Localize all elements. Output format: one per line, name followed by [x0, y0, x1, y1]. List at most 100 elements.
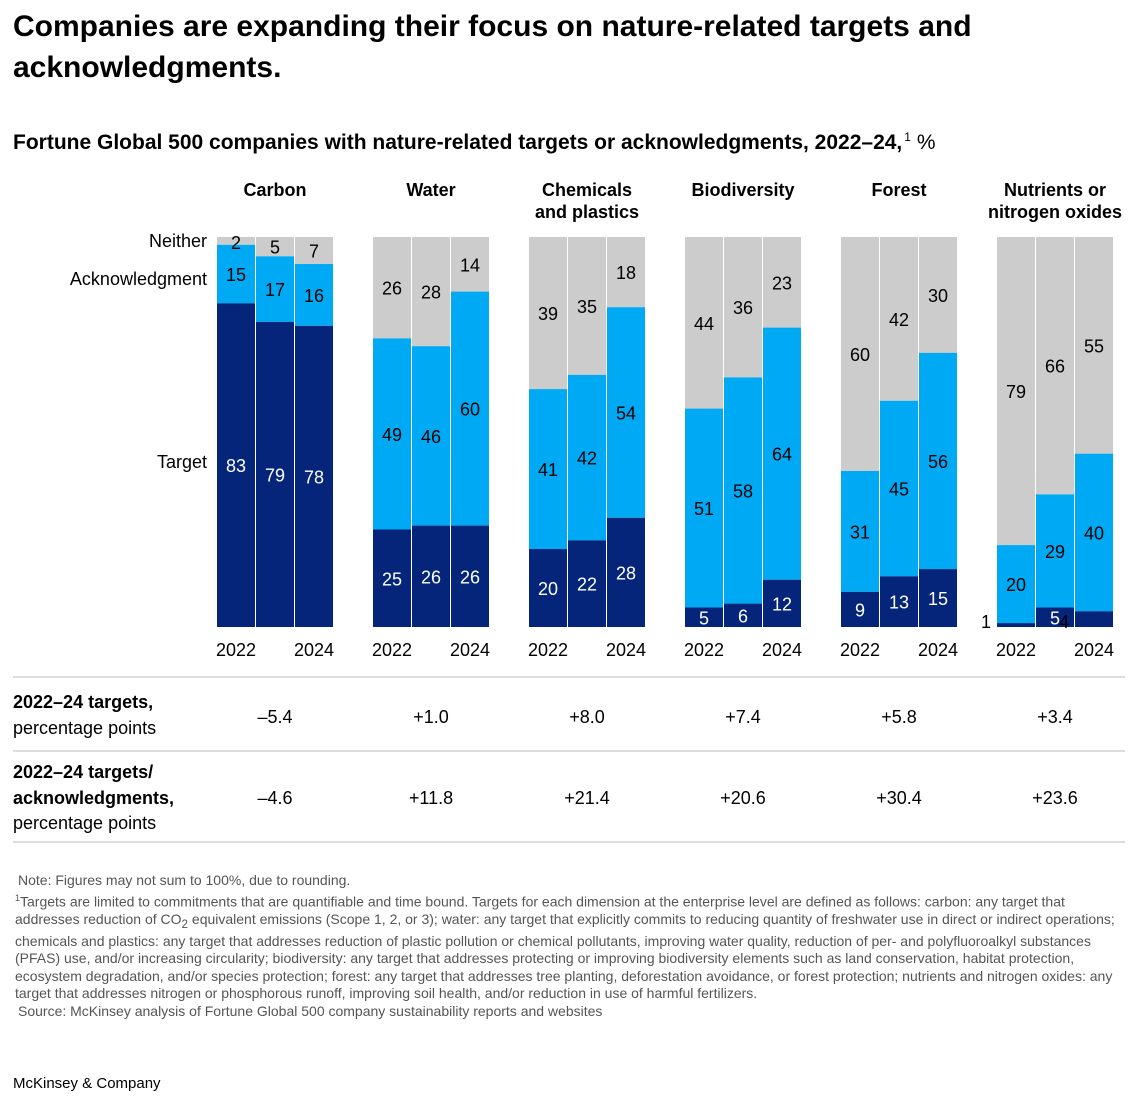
chart-title: Companies are expanding their focus on n…: [13, 10, 972, 84]
table-row-1-label-bold-1: acknowledgments,: [13, 788, 174, 808]
panel-title-3-line-0: Biodiversity: [691, 180, 794, 200]
bar-target-2-1: [568, 540, 606, 627]
bar-neither-2-0: [529, 237, 567, 390]
bar-target-4-2: [919, 569, 957, 627]
label-target-5-0: 1: [981, 612, 991, 632]
bar-acknowledgment-1-1: [412, 346, 450, 526]
label-neither-2-1: 35: [577, 297, 597, 317]
year-label-0-last: 2024: [294, 640, 334, 660]
year-label-1-first: 2022: [372, 640, 412, 660]
bar-acknowledgment-1-0: [373, 338, 411, 530]
bar-neither-2-1: [568, 237, 606, 375]
bar-neither-0-2: [295, 237, 333, 265]
table-row-1-value-3: +20.6: [720, 788, 766, 808]
year-label-2-first: 2022: [528, 640, 568, 660]
label-target-1-0: 25: [382, 569, 402, 589]
label-target-0-1: 79: [265, 465, 285, 485]
footnote-1-mark: 1: [15, 892, 21, 903]
bar-acknowledgment-2-0: [529, 389, 567, 549]
year-label-0-first: 2022: [216, 640, 256, 660]
bar-target-4-0: [841, 591, 879, 627]
panel-title-1-line-0: Water: [406, 180, 455, 200]
label-target-2-1: 22: [577, 575, 597, 595]
bar-acknowledgment-5-0: [997, 545, 1035, 624]
bar-target-2-0: [529, 549, 567, 627]
bar-target-1-2: [451, 525, 489, 627]
label-acknowledgment-0-2: 16: [304, 286, 324, 306]
bar-acknowledgment-4-0: [841, 471, 879, 592]
panel-title-4-line-0: Forest: [871, 180, 926, 200]
year-label-5-last: 2024: [1074, 640, 1114, 660]
label-acknowledgment-0-1: 17: [265, 280, 285, 300]
bar-acknowledgment-4-1: [880, 400, 918, 577]
label-neither-0-1: 5: [270, 238, 280, 258]
bar-target-0-0: [217, 303, 255, 627]
year-label-5-first: 2022: [996, 640, 1036, 660]
footnote-1-subscript: 2: [181, 917, 189, 931]
table-row-1-value-1: +11.8: [409, 788, 453, 808]
label-neither-1-1: 28: [421, 283, 441, 303]
label-neither-4-2: 30: [928, 286, 948, 306]
bar-target-5-2: [1075, 611, 1113, 627]
table-row-0-label-regular: percentage points: [13, 718, 156, 738]
chart-subtitle: Fortune Global 500 companies with nature…: [13, 122, 936, 158]
label-acknowledgment-4-0: 31: [850, 522, 870, 542]
table-row-0-value-0: –5.4: [257, 707, 292, 727]
year-label-3-first: 2022: [684, 640, 724, 660]
subtitle-text: Fortune Global 500 companies with nature…: [13, 131, 903, 154]
bar-neither-0-0: [217, 237, 255, 245]
label-neither-2-0: 39: [538, 304, 558, 324]
bar-acknowledgment-0-0: [217, 244, 255, 304]
label-neither-5-1: 66: [1045, 357, 1065, 377]
bar-target-3-0: [685, 607, 723, 627]
table-row-1-label-bold-0: 2022–24 targets/: [13, 762, 153, 782]
label-acknowledgment-5-0: 20: [1006, 575, 1026, 595]
bar-acknowledgment-4-2: [919, 352, 957, 570]
bar-target-1-1: [412, 525, 450, 627]
label-acknowledgment-5-2: 40: [1084, 523, 1104, 543]
bar-acknowledgment-5-1: [1036, 494, 1074, 608]
bar-target-2-2: [607, 517, 645, 627]
label-neither-4-1: 42: [889, 310, 909, 330]
label-acknowledgment-2-2: 54: [616, 404, 636, 424]
label-target-4-0: 9: [855, 600, 865, 620]
legend-label-target: Target: [157, 452, 207, 472]
bar-acknowledgment-5-2: [1075, 453, 1113, 612]
table-row-0-value-3: +7.4: [725, 707, 761, 727]
subtitle-footnote-mark: 1: [904, 130, 911, 144]
bar-target-4-1: [880, 576, 918, 627]
table-row-1-value-2: +21.4: [564, 788, 610, 808]
bar-neither-0-1: [256, 237, 294, 257]
bar-target-3-2: [763, 579, 801, 627]
bar-neither-1-0: [373, 237, 411, 339]
label-neither-3-2: 23: [772, 273, 792, 293]
footnotes: Note: Figures may not sum to 100%, due t…: [15, 872, 1125, 1020]
bar-acknowledgment-3-0: [685, 408, 723, 608]
label-target-3-2: 12: [772, 594, 792, 614]
label-target-2-0: 20: [538, 579, 558, 599]
label-acknowledgment-1-2: 60: [460, 400, 480, 420]
table-row-1-value-0: –4.6: [257, 788, 292, 808]
label-neither-4-0: 60: [850, 345, 870, 365]
label-target-0-2: 78: [304, 467, 324, 487]
label-acknowledgment-2-0: 41: [538, 460, 558, 480]
bar-neither-2-2: [607, 237, 645, 308]
table-row-0-value-4: +5.8: [881, 707, 917, 727]
table-row-1-value-5: +23.6: [1032, 788, 1078, 808]
table-row-0-value-1: +1.0: [413, 707, 449, 727]
label-acknowledgment-1-0: 49: [382, 425, 402, 445]
table-row-1-value-4: +30.4: [876, 788, 922, 808]
label-acknowledgment-3-0: 51: [694, 499, 714, 519]
bar-target-5-0: [997, 623, 1035, 627]
bar-target-3-1: [724, 603, 762, 627]
year-label-1-last: 2024: [450, 640, 490, 660]
bar-neither-4-1: [880, 237, 918, 401]
label-acknowledgment-3-2: 64: [772, 445, 792, 465]
bar-acknowledgment-1-2: [451, 291, 489, 526]
label-target-4-1: 13: [889, 593, 909, 613]
year-label-4-last: 2024: [918, 640, 958, 660]
label-target-5-2: 4: [1059, 612, 1069, 632]
year-label-3-last: 2024: [762, 640, 802, 660]
panel-title-5-line-1: nitrogen oxides: [988, 202, 1122, 222]
